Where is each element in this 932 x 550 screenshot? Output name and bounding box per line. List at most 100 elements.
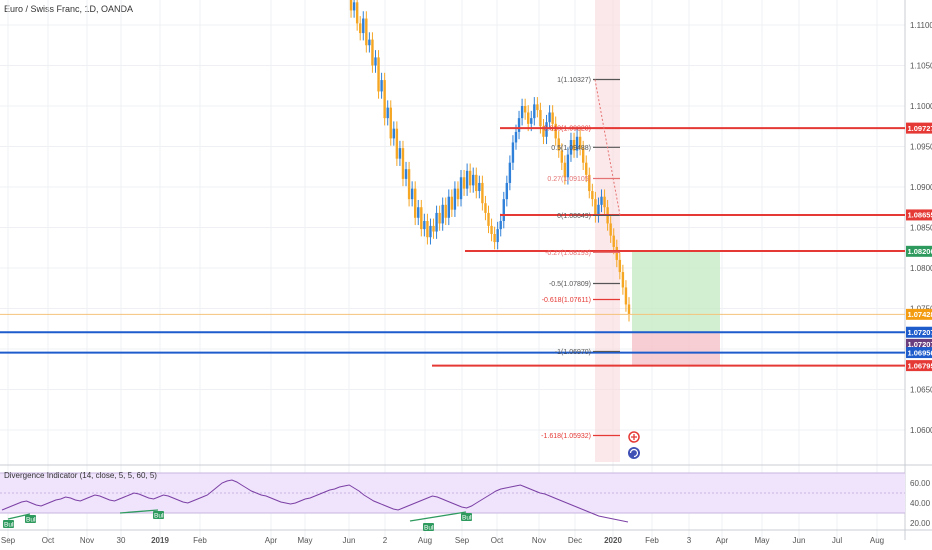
indicator-pane: 60.00 40.00 20.00 Bull Bull Bull Bull Bull — [0, 472, 931, 532]
candle-body — [511, 142, 515, 163]
chart-title: Euro / Swiss Franc, 1D, OANDA — [4, 4, 133, 14]
x-tick-label: Oct — [491, 536, 504, 545]
y-tick-label: 1.06500 — [910, 386, 932, 395]
price-tag — [906, 122, 932, 134]
indicator-line — [1, 479, 629, 523]
profit-zone — [632, 251, 720, 333]
fib-label: 0.27(1.09105) — [547, 176, 591, 183]
candle-body — [554, 123, 557, 139]
candle-body — [496, 229, 499, 243]
x-tick-label: Jun — [343, 536, 356, 545]
replay-icon[interactable] — [628, 447, 640, 459]
candle-body — [462, 177, 466, 189]
candle-body — [423, 221, 426, 230]
candle-body — [459, 177, 463, 200]
candle-body — [621, 272, 625, 288]
bull-badge — [25, 515, 36, 523]
candle-body — [505, 182, 509, 200]
y-tick-label: 1.10500 — [910, 62, 932, 71]
x-tick-label: May — [754, 536, 769, 545]
x-tick-label: Jul — [832, 536, 842, 545]
price-tag-label: 1.07207 — [908, 328, 932, 337]
candle-body — [542, 126, 545, 137]
fib-label: 0(1.08649) — [557, 213, 591, 220]
candle-body — [447, 196, 450, 218]
price-tag — [906, 347, 932, 359]
x-tick-label: Sep — [1, 536, 16, 545]
x-tick-label: 30 — [117, 536, 126, 545]
candle-body — [465, 170, 469, 189]
y-tick-label: 1.08500 — [910, 224, 932, 233]
candle-body — [386, 107, 389, 119]
fib-label: -0.27(1.08193) — [545, 250, 591, 257]
y-tick-label: 1.09500 — [910, 143, 932, 152]
candle-body — [352, 2, 356, 11]
candle-body — [581, 148, 585, 163]
candle-body — [609, 223, 612, 236]
candle-body — [566, 154, 570, 178]
highlight-zones — [595, 0, 720, 462]
fib-label: -0.618(1.07611) — [542, 297, 591, 304]
candle-body — [487, 212, 490, 226]
candle-body — [401, 148, 405, 179]
plus-glyph-icon — [631, 434, 637, 440]
candle-body — [499, 221, 502, 230]
candle-body — [472, 174, 475, 186]
candle-body — [569, 140, 573, 155]
price-tag — [906, 360, 932, 372]
x-tick-label: Jun — [793, 536, 806, 545]
candle-body — [456, 188, 460, 200]
fib-label: -1.618(1.05932) — [541, 433, 591, 440]
price-candles — [349, 0, 631, 322]
x-tick-label: Apr — [716, 536, 729, 545]
price-tag — [906, 308, 932, 320]
x-tick-label: Aug — [870, 536, 884, 545]
indicator-tick-label: 60.00 — [910, 479, 931, 488]
candle-body — [585, 162, 588, 175]
price-tag — [906, 338, 932, 350]
candle-body — [441, 204, 444, 224]
candle-body — [359, 23, 362, 34]
price-tag-label: 1.06795 — [908, 361, 932, 370]
price-tag — [906, 326, 932, 338]
bull-badge-label: Bull — [26, 517, 37, 524]
x-tick-label: 2020 — [604, 536, 622, 545]
alert-icons[interactable] — [628, 431, 640, 459]
candle-body — [484, 203, 487, 213]
candle-body — [435, 212, 438, 232]
candle-body — [368, 39, 371, 46]
replay-arrow-icon — [629, 448, 639, 458]
candle-body — [578, 136, 582, 149]
candle-body — [355, 2, 359, 24]
horizontal-levels — [0, 127, 905, 367]
price-tag-label: 1.07207 — [908, 340, 932, 349]
candle-body — [362, 18, 365, 34]
candle-body — [557, 138, 560, 151]
candle-body — [383, 80, 386, 119]
candle-body — [588, 174, 591, 192]
candle-body — [591, 191, 594, 200]
fibonacci-levels: 1(1.10327) 0.618(1.09828) 0.5(1.09488) 0.27… — [541, 77, 621, 440]
x-tick-label: Feb — [645, 536, 659, 545]
bull-badge-label: Bull — [424, 525, 435, 532]
candle-body — [478, 182, 481, 192]
candle-body — [533, 104, 536, 119]
candle-body — [612, 235, 615, 247]
price-tags: 1.09727 1.08655 1.08206 1.07428 1.07207 1.072… — [906, 122, 932, 372]
candle-body — [615, 246, 618, 260]
candle-body — [349, 0, 353, 11]
candle-body — [481, 182, 484, 204]
bull-badge — [423, 523, 434, 531]
price-tag-label: 1.08655 — [908, 211, 932, 220]
x-tick-label: Nov — [532, 536, 546, 545]
candle-body — [508, 162, 512, 183]
candle-body — [389, 107, 392, 139]
candle-body — [371, 39, 374, 66]
fib-label: 1(1.10327) — [557, 77, 591, 84]
candle-body — [539, 110, 542, 127]
candle-body — [417, 207, 420, 218]
fib-label: 0.618(1.09828) — [544, 126, 591, 133]
bull-badge-label: Bull — [154, 513, 165, 520]
fib-label: -1(1.06970) — [555, 349, 591, 356]
